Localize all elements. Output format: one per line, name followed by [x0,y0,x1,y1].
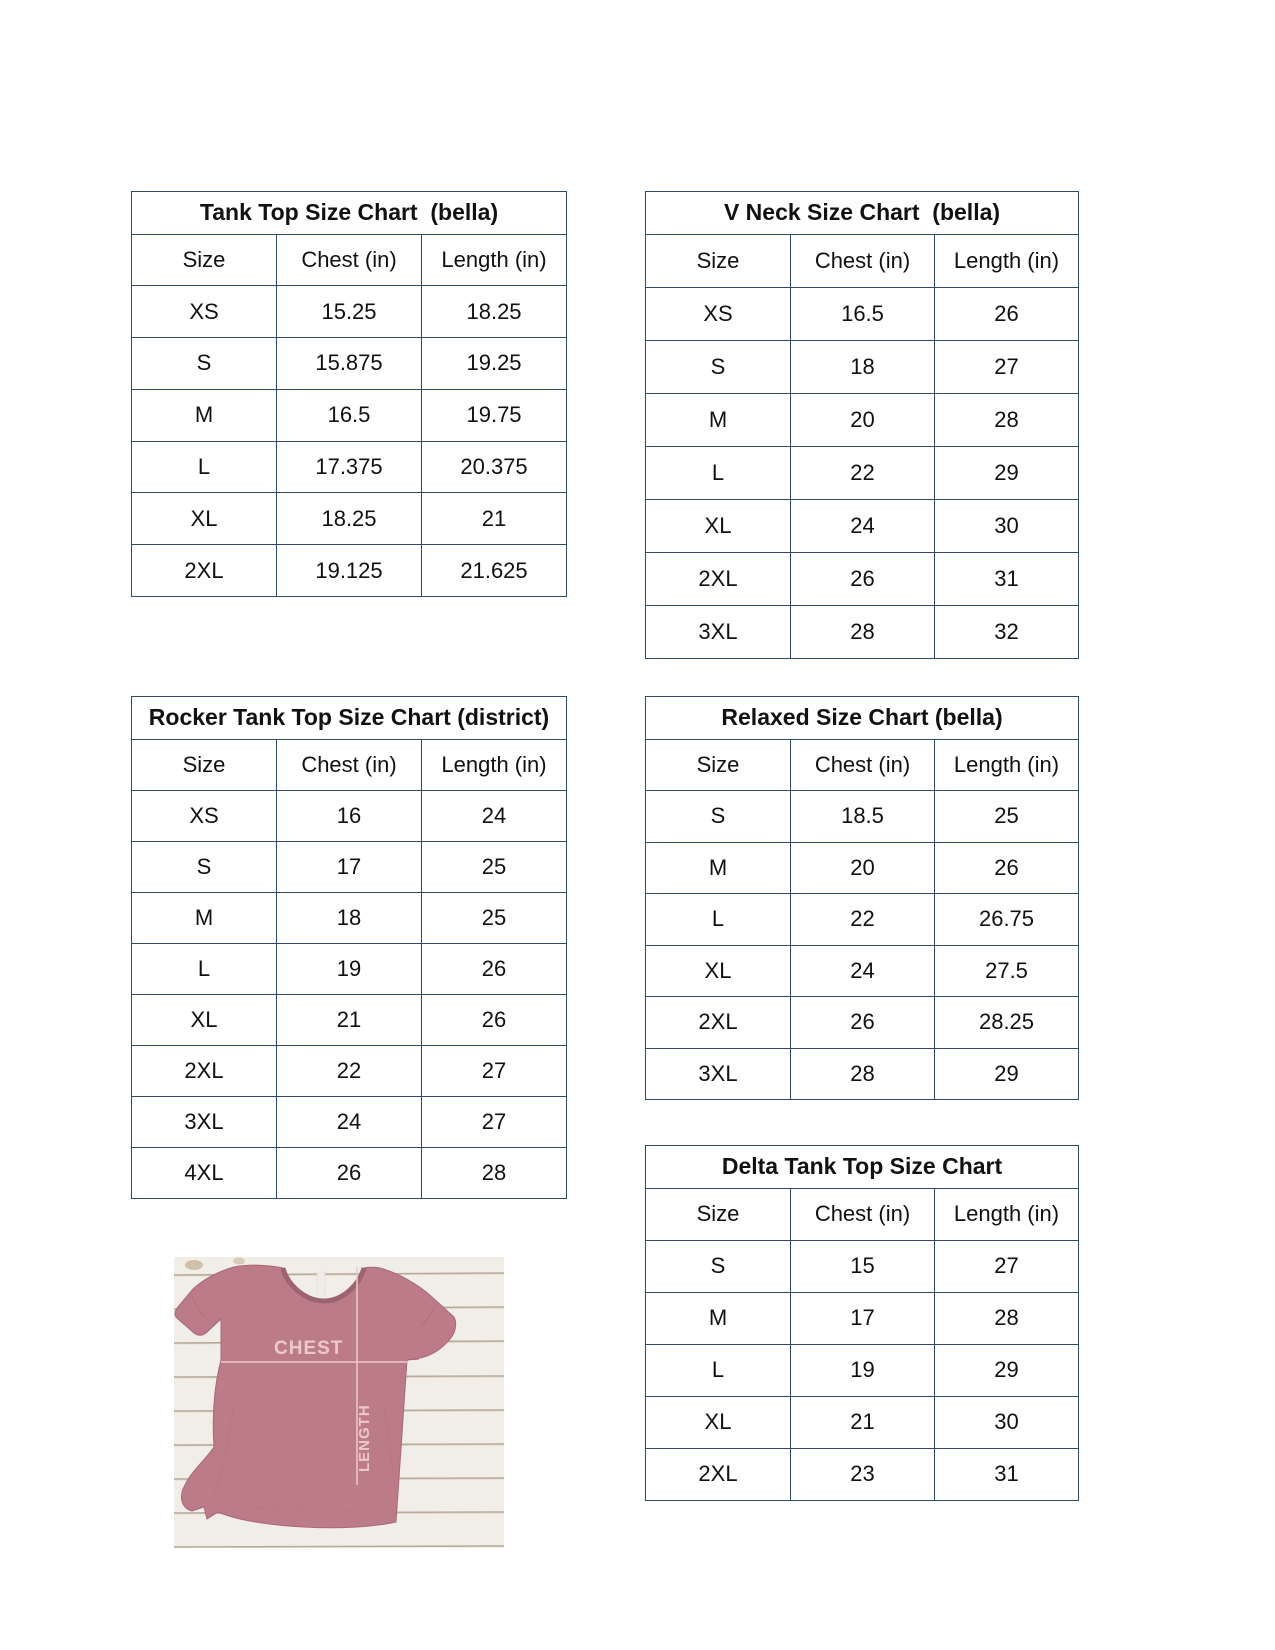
svg-text:CHEST: CHEST [274,1338,343,1359]
svg-text:LENGTH: LENGTH [356,1404,373,1472]
